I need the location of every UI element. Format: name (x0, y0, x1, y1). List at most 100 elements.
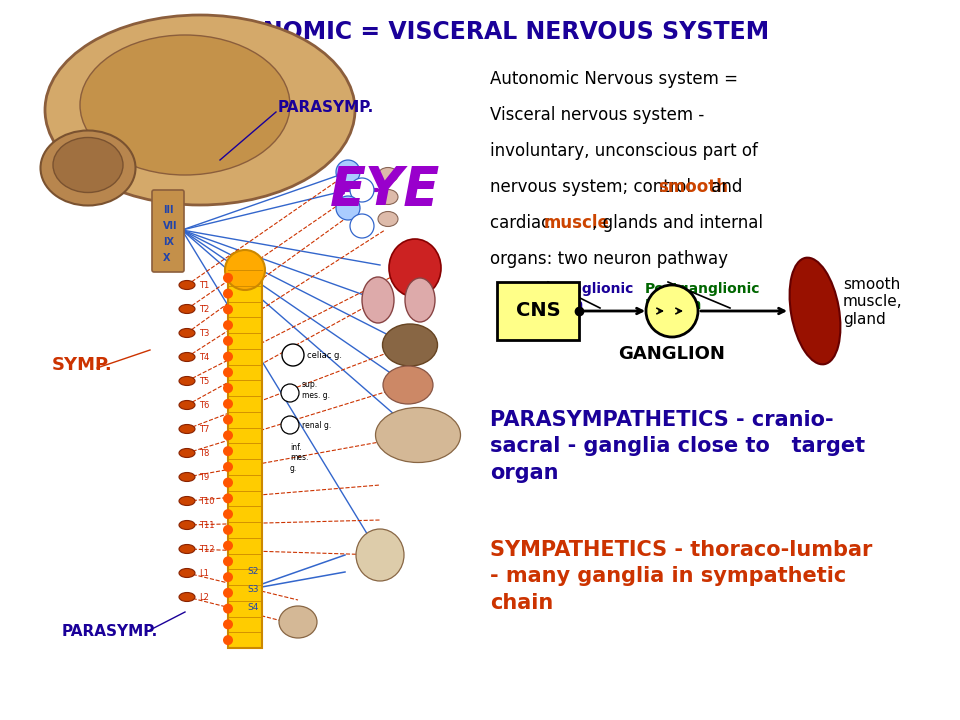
Circle shape (223, 446, 233, 456)
Ellipse shape (405, 278, 435, 322)
Ellipse shape (356, 529, 404, 581)
Text: celiac g.: celiac g. (307, 351, 342, 359)
Text: T6: T6 (199, 400, 209, 410)
Text: AUTONOMIC = VISCERAL NERVOUS SYSTEM: AUTONOMIC = VISCERAL NERVOUS SYSTEM (190, 20, 770, 44)
Circle shape (223, 462, 233, 472)
Circle shape (223, 273, 233, 283)
Text: Autonomic Nervous system =: Autonomic Nervous system = (490, 70, 738, 88)
Text: muscle: muscle (544, 214, 610, 232)
Ellipse shape (389, 239, 441, 297)
Ellipse shape (179, 425, 195, 433)
Ellipse shape (378, 212, 398, 227)
Text: organs: two neuron pathway: organs: two neuron pathway (490, 250, 728, 268)
Circle shape (281, 416, 299, 434)
Text: L1: L1 (199, 569, 209, 577)
Ellipse shape (179, 281, 195, 289)
Circle shape (223, 588, 233, 598)
Text: nervous system; control: nervous system; control (490, 178, 696, 196)
Circle shape (223, 289, 233, 299)
Ellipse shape (179, 544, 195, 554)
Text: T8: T8 (199, 449, 209, 457)
Circle shape (223, 635, 233, 645)
Circle shape (223, 557, 233, 567)
Circle shape (336, 196, 360, 220)
Circle shape (646, 285, 698, 337)
Ellipse shape (179, 449, 195, 457)
Circle shape (225, 250, 265, 290)
Text: SYMP.: SYMP. (52, 356, 112, 374)
Ellipse shape (179, 400, 195, 410)
Circle shape (336, 160, 360, 184)
Circle shape (223, 572, 233, 582)
Bar (228, 270, 262, 648)
Text: VII: VII (163, 221, 178, 231)
Ellipse shape (40, 130, 135, 205)
Text: EYE: EYE (329, 164, 440, 216)
Text: GANGLION: GANGLION (618, 345, 726, 363)
Text: III: III (163, 205, 174, 215)
Circle shape (223, 320, 233, 330)
Text: S2: S2 (247, 567, 258, 577)
Circle shape (223, 493, 233, 503)
Text: L2: L2 (199, 593, 209, 601)
Circle shape (223, 603, 233, 613)
Text: sup.
mes. g.: sup. mes. g. (302, 380, 330, 400)
Ellipse shape (383, 366, 433, 404)
Text: S3: S3 (247, 585, 258, 595)
Circle shape (223, 525, 233, 535)
Ellipse shape (279, 606, 317, 638)
Ellipse shape (179, 497, 195, 505)
Circle shape (223, 619, 233, 629)
Circle shape (223, 477, 233, 487)
Circle shape (223, 351, 233, 361)
Ellipse shape (179, 305, 195, 313)
Text: T5: T5 (199, 377, 209, 385)
Circle shape (223, 415, 233, 425)
FancyBboxPatch shape (152, 190, 184, 272)
Text: T11: T11 (199, 521, 214, 529)
Circle shape (223, 541, 233, 551)
Circle shape (281, 384, 299, 402)
Ellipse shape (382, 324, 438, 366)
Text: involuntary, unconscious part of: involuntary, unconscious part of (490, 142, 757, 160)
Circle shape (223, 367, 233, 377)
Text: Visceral nervous system -: Visceral nervous system - (490, 106, 705, 124)
Text: T4: T4 (199, 353, 209, 361)
Text: IX: IX (163, 237, 174, 247)
Text: Postganglionic
Neuron: Postganglionic Neuron (645, 282, 760, 312)
Ellipse shape (375, 408, 461, 462)
Text: T1: T1 (199, 281, 209, 289)
Text: SYMPATHETICS - thoraco-lumbar
- many ganglia in sympathetic
chain: SYMPATHETICS - thoraco-lumbar - many gan… (490, 540, 873, 613)
Ellipse shape (45, 15, 355, 205)
Text: PARASYMP.: PARASYMP. (62, 624, 158, 639)
Text: and: and (706, 178, 742, 196)
Circle shape (350, 214, 374, 238)
Text: Preganglionic
Neuron: Preganglionic Neuron (527, 282, 635, 312)
Text: smooth: smooth (658, 178, 728, 196)
Text: , glands and internal: , glands and internal (592, 214, 763, 232)
Ellipse shape (378, 189, 398, 204)
Ellipse shape (378, 168, 398, 182)
Text: T3: T3 (199, 328, 209, 338)
Text: X: X (163, 253, 171, 263)
Text: T2: T2 (199, 305, 209, 313)
Text: inf.
mes.
g.: inf. mes. g. (290, 443, 308, 473)
Text: cardiac: cardiac (490, 214, 556, 232)
Ellipse shape (179, 593, 195, 601)
Text: PARASYMP.: PARASYMP. (278, 101, 374, 115)
Text: CNS: CNS (516, 302, 561, 320)
Circle shape (223, 383, 233, 393)
Text: T12: T12 (199, 544, 214, 554)
Ellipse shape (179, 472, 195, 482)
Circle shape (223, 431, 233, 441)
Circle shape (223, 399, 233, 409)
Text: T9: T9 (199, 472, 209, 482)
Ellipse shape (179, 328, 195, 338)
Circle shape (223, 509, 233, 519)
FancyBboxPatch shape (497, 282, 579, 340)
Text: T7: T7 (199, 425, 209, 433)
Text: smooth
muscle,
gland: smooth muscle, gland (843, 277, 902, 327)
Text: S4: S4 (247, 603, 258, 613)
Ellipse shape (362, 277, 394, 323)
Ellipse shape (789, 258, 840, 364)
